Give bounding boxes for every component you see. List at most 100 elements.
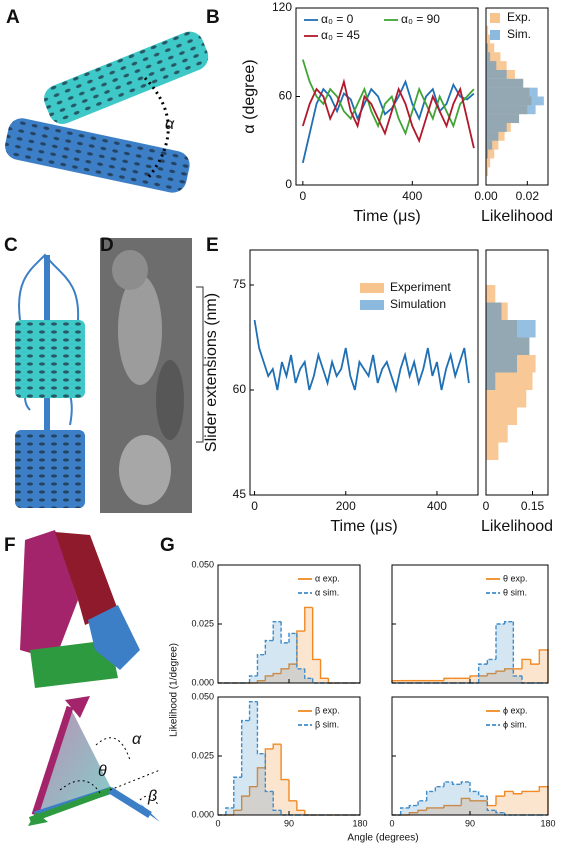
legend-label: Experiment [390, 280, 451, 294]
hist-bar [486, 149, 489, 159]
y-tick-label: 60 [279, 89, 293, 103]
hist-step [503, 790, 514, 797]
hist-step [486, 800, 496, 807]
hist-fill [539, 786, 548, 815]
hist-fill [241, 796, 250, 815]
hist-fill [539, 649, 548, 683]
hist-bar [486, 96, 544, 106]
hist-fill [478, 796, 488, 815]
hist-bar [486, 131, 499, 141]
hist-fill [426, 807, 436, 815]
hist-fill [487, 673, 496, 683]
hist-bar [486, 43, 489, 53]
hist-step [319, 659, 329, 679]
x-tick-label: 90 [465, 818, 475, 828]
hist-bar [486, 158, 491, 168]
hist-step [280, 744, 289, 781]
hist-fill [281, 668, 289, 683]
hist-step [280, 621, 289, 644]
panel-label: B [206, 7, 220, 28]
x-axis-label: Time (μs) [330, 518, 397, 535]
hist-step [469, 798, 479, 802]
axes-frame [485, 7, 549, 186]
hist-bar [486, 43, 495, 53]
hist-fill [273, 621, 282, 683]
data-line [301, 79, 475, 164]
hist-step [256, 767, 266, 787]
hist-fill [478, 800, 488, 815]
y-tick-label: 0.050 [191, 559, 214, 569]
panel-label: G [160, 535, 175, 556]
x-tick-label: 0.15 [521, 499, 545, 513]
hist-fill [265, 675, 274, 683]
hist-fill [296, 668, 305, 683]
hist-fill [452, 784, 462, 815]
hist-step [486, 672, 496, 676]
hist-step [460, 781, 470, 785]
hist-fill [487, 659, 496, 683]
hist-step [280, 668, 289, 674]
panel-label: E [206, 235, 219, 256]
axes-frame [485, 249, 549, 496]
hist-fill [461, 798, 470, 815]
hist-step [443, 677, 453, 681]
hist-fill [249, 675, 258, 683]
annotation: θ [98, 763, 107, 780]
y-tick-label: 75 [233, 277, 247, 291]
hist-fill [504, 668, 514, 683]
hist-fill [444, 781, 453, 815]
hist-fill [225, 807, 234, 815]
y-axis-label: Likelihood (1/degree) [169, 643, 180, 737]
hist-fill [418, 800, 427, 815]
hist-step [288, 779, 297, 802]
hist-fill [513, 668, 522, 683]
hist-fill [273, 810, 282, 815]
x-tick-label: 90 [284, 818, 294, 828]
x-tick-label: 0 [215, 818, 220, 828]
hist-step [296, 800, 305, 811]
x-tick-label: 0 [299, 189, 306, 203]
hist-bar [486, 140, 493, 150]
data-line [301, 59, 475, 136]
hist-fill [400, 807, 410, 815]
hist-fill [257, 767, 266, 815]
hist-step [272, 743, 282, 749]
hist-fill [273, 744, 282, 815]
hist-fill [530, 664, 540, 683]
hist-bar [486, 52, 501, 62]
hist-bar [486, 425, 508, 443]
hist-fill [444, 805, 453, 815]
hist-step [264, 753, 274, 793]
legend-label: α sim. [315, 587, 339, 597]
hist-step [408, 804, 418, 808]
hist-fill [265, 791, 274, 815]
legend-label: θ exp. [503, 573, 528, 583]
hist-fill [513, 793, 522, 815]
legend-label: α₀ = 45 [321, 28, 360, 42]
annotation: α [132, 731, 142, 748]
hist-step [225, 807, 234, 815]
hist-fill [496, 796, 505, 815]
panel-d-image [100, 238, 208, 513]
legend-label: α₀ = 0 [321, 12, 354, 26]
hist-bar [486, 355, 517, 373]
x-tick-label: 180 [540, 818, 555, 828]
hist-fill [452, 805, 462, 815]
hist-bar [486, 105, 536, 115]
hist-bar [486, 34, 491, 44]
hist-bar [486, 320, 536, 338]
x-axis-label: Likelihood [481, 208, 553, 225]
hist-fill [461, 678, 470, 683]
hist-step [256, 653, 266, 676]
hist-fill [470, 791, 479, 815]
legend-swatch [360, 283, 384, 293]
hist-step [327, 678, 337, 684]
hist-fill [496, 671, 505, 683]
hist-step [311, 607, 321, 661]
hist-fill [249, 701, 258, 815]
hist-step [256, 701, 266, 755]
hist-step [451, 781, 462, 786]
panel-c-image [15, 253, 85, 508]
hist-fill [487, 810, 496, 815]
